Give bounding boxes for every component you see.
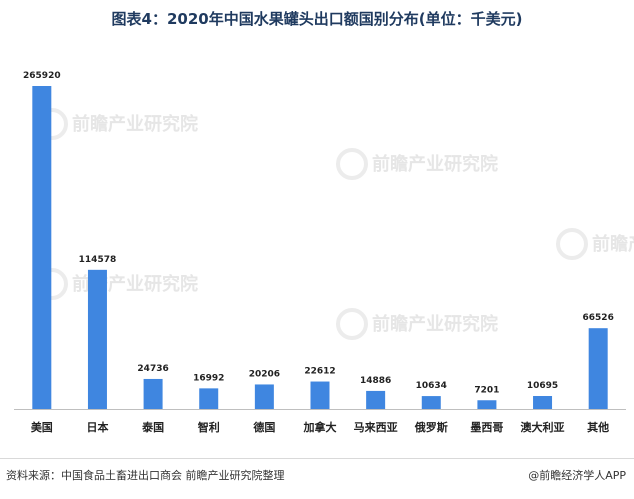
category-label: 马来西亚 xyxy=(354,420,398,434)
bar-9 xyxy=(533,396,553,409)
watermark-layer: 前瞻产业研究院前瞻产业研究院前瞻产业研究院前瞻产业研究院前瞻产业研究院 xyxy=(36,108,634,340)
bar-8 xyxy=(477,400,497,409)
source-note: 资料来源：中国食品土畜进出口商会 前瞻产业研究院整理 xyxy=(6,469,285,482)
category-label: 其他 xyxy=(587,420,609,434)
bar-10 xyxy=(588,328,608,409)
brand-credit: @前瞻经济学人APP xyxy=(528,469,626,482)
category-labels-group: 美国 日本 泰国 智利 德国 加拿大 马来西亚 俄罗斯 墨西哥 澳大利亚 其他 xyxy=(31,420,609,434)
bar-3 xyxy=(199,388,219,409)
bar-0 xyxy=(32,86,52,409)
bar-7 xyxy=(421,396,441,409)
category-label: 美国 xyxy=(31,420,53,434)
bar-value-label: 114578 xyxy=(79,255,117,265)
watermark-logo-icon xyxy=(336,148,368,180)
bar-value-label: 22612 xyxy=(304,367,335,377)
watermark-text: 前瞻产业研究院 xyxy=(372,313,498,335)
bars-group xyxy=(32,86,608,409)
bar-5 xyxy=(310,381,330,409)
watermark-logo-icon xyxy=(556,228,588,260)
chart-title: 图表4：2020年中国水果罐头出口额国别分布(单位：千美元) xyxy=(111,10,523,28)
bar-2 xyxy=(143,378,163,409)
watermark-logo-icon xyxy=(336,308,368,340)
category-label: 墨西哥 xyxy=(470,421,503,434)
watermark-text: 前瞻产业研究院 xyxy=(72,113,198,135)
category-label: 泰国 xyxy=(141,420,164,434)
category-label: 加拿大 xyxy=(303,420,337,434)
category-label: 智利 xyxy=(198,420,220,434)
bar-value-label: 16992 xyxy=(193,373,224,383)
category-label: 德国 xyxy=(252,420,275,434)
bar-6 xyxy=(366,390,386,409)
bar-value-label: 10695 xyxy=(527,381,558,391)
bar-value-label: 24736 xyxy=(137,364,168,374)
category-label: 日本 xyxy=(86,420,108,434)
bar-1 xyxy=(87,269,107,409)
bar-4 xyxy=(254,384,274,409)
bar-value-label: 265920 xyxy=(23,71,61,81)
bar-value-label: 66526 xyxy=(583,313,614,323)
footer-divider xyxy=(0,458,634,459)
category-label: 俄罗斯 xyxy=(414,420,448,434)
bar-value-label: 10634 xyxy=(416,381,447,391)
watermark-text: 前瞻产业研究院 xyxy=(372,153,498,175)
bar-value-label: 7201 xyxy=(474,385,499,395)
bar-value-label: 20206 xyxy=(249,369,280,379)
bar-value-label: 14886 xyxy=(360,376,391,386)
watermark-text: 前瞻产业研究院 xyxy=(592,233,634,255)
category-label: 澳大利亚 xyxy=(521,420,565,434)
bar-labels-group: 265920 114578 24736 16992 20206 22612 14886 106… xyxy=(23,71,614,395)
